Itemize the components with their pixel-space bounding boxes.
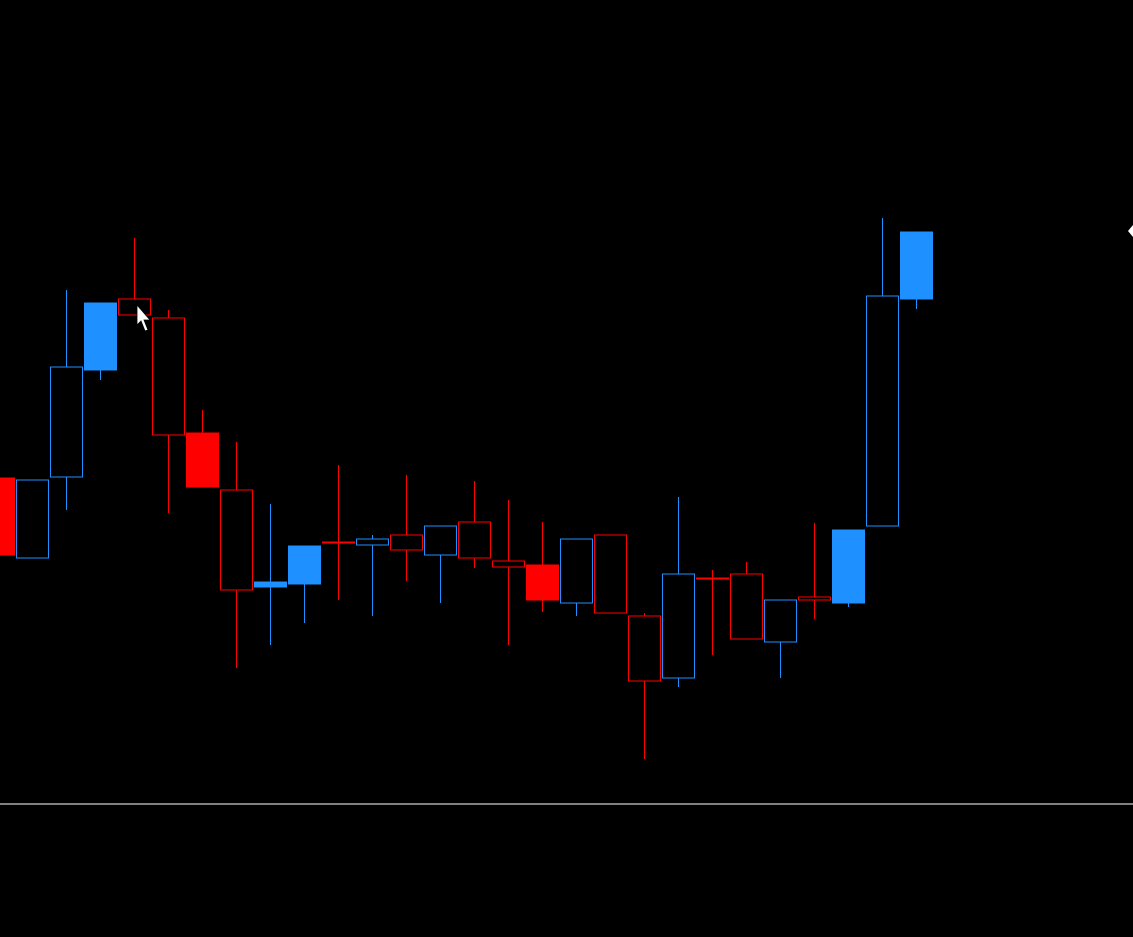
candle-body bbox=[730, 573, 763, 640]
candle-body bbox=[424, 525, 457, 556]
candle-body bbox=[288, 545, 321, 585]
candle-body bbox=[186, 432, 219, 488]
candle-body bbox=[322, 541, 355, 544]
candle-body bbox=[594, 534, 627, 614]
candle-body bbox=[118, 298, 151, 316]
candle-body bbox=[84, 302, 117, 371]
candle-body bbox=[798, 596, 831, 601]
candle-body bbox=[560, 538, 593, 604]
candle-body bbox=[458, 521, 491, 559]
candle-body bbox=[356, 538, 389, 546]
candle-body bbox=[254, 581, 287, 588]
price-marker bbox=[1128, 225, 1133, 237]
candle-body bbox=[50, 366, 83, 478]
mouse-cursor bbox=[136, 303, 151, 332]
candle-body bbox=[492, 560, 525, 568]
candle-body bbox=[628, 615, 661, 682]
candle-body bbox=[152, 317, 185, 436]
candle-body bbox=[696, 577, 729, 580]
candle-body bbox=[832, 529, 865, 604]
candles bbox=[0, 218, 933, 759]
candle-body bbox=[866, 295, 899, 527]
candle-body bbox=[900, 231, 933, 300]
candle-body bbox=[526, 564, 559, 601]
candle-body bbox=[764, 599, 797, 643]
candle-body bbox=[390, 534, 423, 551]
candle-body bbox=[220, 489, 253, 591]
candle-body bbox=[662, 573, 695, 679]
candle-body bbox=[16, 479, 49, 559]
candle-body bbox=[0, 477, 15, 556]
